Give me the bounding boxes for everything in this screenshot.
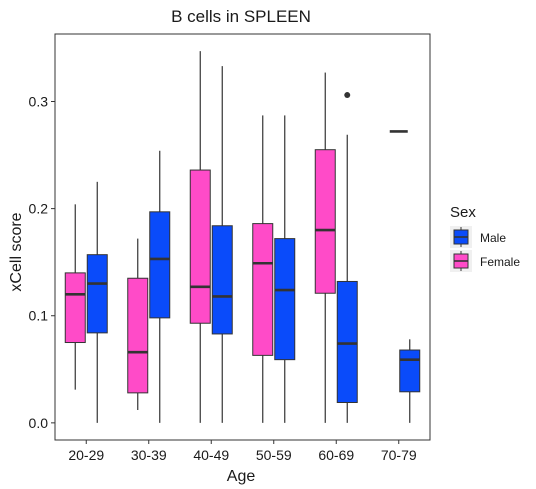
- box-iqr: [211, 225, 233, 335]
- x-tick-label: 20-29: [68, 447, 104, 463]
- y-tick-label: 0.2: [29, 201, 49, 217]
- outlier-point: [344, 92, 351, 99]
- legend-entry-male: Male: [450, 226, 506, 248]
- box-iqr: [314, 149, 336, 294]
- box-male-70-79: [399, 339, 421, 423]
- box-iqr: [399, 349, 421, 393]
- box-iqr: [336, 280, 358, 404]
- y-tick-label: 0.0: [29, 415, 49, 431]
- box-iqr: [86, 254, 108, 334]
- box-iqr: [64, 272, 86, 344]
- box-female-50-59: [252, 115, 274, 423]
- box-iqr: [274, 238, 296, 361]
- plot-area: 0.0 0.1 0.2 0.3 20-29 30-39 40-49 50-59 60-69 70-…: [29, 33, 431, 463]
- box-male-40-49: [211, 66, 233, 423]
- box-female-40-49: [189, 51, 211, 423]
- legend-entry-female: Female: [450, 250, 520, 272]
- legend-title: Sex: [450, 204, 476, 221]
- x-tick-label: 40-49: [193, 447, 229, 463]
- box-iqr: [127, 277, 149, 394]
- box-female-30-39: [127, 238, 149, 411]
- x-tick-label: 30-39: [131, 447, 167, 463]
- box-female-20-29: [64, 204, 86, 390]
- x-axis-label: Age: [227, 468, 256, 485]
- x-tick-label: 70-79: [381, 447, 417, 463]
- box-iqr: [189, 169, 211, 324]
- box-male-50-59: [274, 115, 296, 423]
- box-male-60-69: [336, 92, 358, 423]
- y-tick-label: 0.3: [29, 93, 49, 109]
- plot-panel-border: [54, 33, 431, 441]
- legend: Sex Male Female: [450, 204, 520, 272]
- x-tick-label: 50-59: [256, 447, 292, 463]
- legend-label: Male: [480, 231, 506, 245]
- y-axis-label: xCell score: [8, 212, 25, 291]
- box-female-60-69: [314, 72, 336, 423]
- x-tick-label: 60-69: [318, 447, 354, 463]
- legend-label: Female: [480, 255, 520, 269]
- box-iqr: [252, 223, 274, 356]
- box-male-30-39: [149, 150, 171, 423]
- box-iqr: [149, 211, 171, 319]
- box-male-20-29: [86, 181, 108, 423]
- chart-title: B cells in SPLEEN: [171, 7, 311, 26]
- y-tick-label: 0.1: [29, 308, 49, 324]
